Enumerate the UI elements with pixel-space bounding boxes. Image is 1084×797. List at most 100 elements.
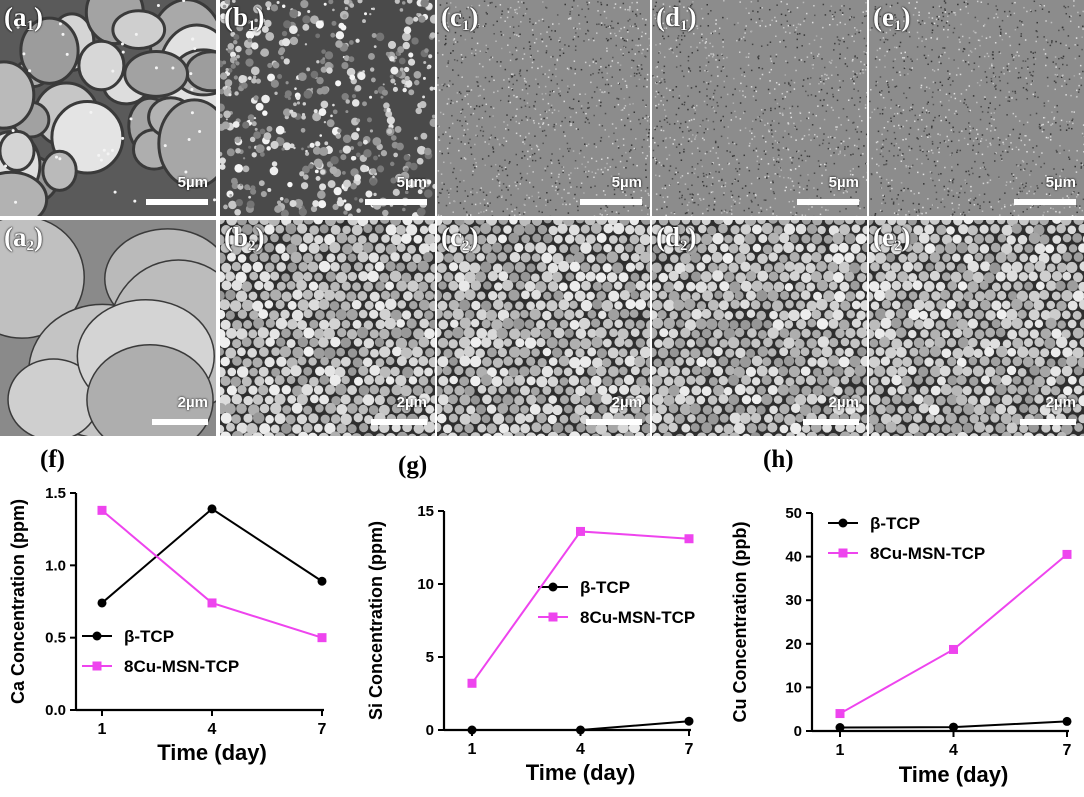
y-tick-label: 10 <box>417 576 434 593</box>
y-tick-label: 15 <box>417 503 434 520</box>
scale-bar-label: 5µm <box>1045 174 1076 191</box>
y-tick-label: 0.5 <box>45 630 66 647</box>
panel-label-a1: (a1) <box>4 2 43 34</box>
scale-bar: 5µm <box>797 174 859 210</box>
scale-bar-line <box>1020 419 1076 425</box>
y-tick-label: 10 <box>785 679 802 696</box>
sem-image-a2: (a2) 2µm <box>0 220 216 436</box>
sem-image-c2: (c2) 2µm <box>437 220 650 436</box>
scale-bar-label: 2µm <box>177 394 208 411</box>
scale-bar: 5µm <box>580 174 642 210</box>
panel-letter: a <box>13 2 27 32</box>
legend-marker <box>838 518 848 528</box>
series-line <box>101 507 323 604</box>
panel-subscript: 1 <box>248 18 256 34</box>
sem-image-e1: (e1) 5µm <box>869 0 1084 216</box>
panel-subscript: 2 <box>680 238 688 254</box>
panel-label-d1: (d1) <box>656 2 697 34</box>
scale-bar-line <box>580 199 642 205</box>
data-point <box>207 598 217 608</box>
panel-letter: c <box>450 2 462 32</box>
y-tick-label: 40 <box>785 549 802 566</box>
x-axis-label: Time (day) <box>526 760 636 785</box>
data-point <box>207 504 217 514</box>
data-point <box>949 644 958 654</box>
panel-label-g: (g) <box>398 452 428 479</box>
x-tick-label: 7 <box>318 721 327 738</box>
scale-bar-label: 2µm <box>828 394 859 411</box>
data-point <box>97 598 107 608</box>
scale-bar: 2µm <box>803 394 859 430</box>
data-point <box>317 576 327 586</box>
data-point <box>1062 716 1072 726</box>
scale-bar: 2µm <box>152 394 208 430</box>
sem-image-d2: (d2) 2µm <box>652 220 867 436</box>
legend-label: β-TCP <box>580 578 630 597</box>
sem-image-b2: (b2) 2µm <box>220 220 435 436</box>
chart-svg: 0 10 20 30 40 50 1 4 7 Time (day) Cu Concentration… <box>730 505 1072 787</box>
x-axis-label: Time (day) <box>899 762 1009 787</box>
panel-subscript: 1 <box>680 18 688 34</box>
sem-texture <box>220 220 435 436</box>
panel-label-f: (f) <box>40 446 65 473</box>
chart-si-concentration: 0 5 10 15 1 4 7 Time (day) Si Concentration (ppm… <box>360 448 722 793</box>
panel-label-e1: (e1) <box>873 2 911 34</box>
panel-letter: d <box>665 2 681 32</box>
panel-subscript: 2 <box>461 238 470 254</box>
sem-image-c1: (c1) 5µm <box>437 0 650 216</box>
sem-texture <box>0 0 216 216</box>
x-tick-label: 1 <box>468 741 477 758</box>
sem-image-a1: (a1) 5µm <box>0 0 216 216</box>
panel-label-a2: (a2) <box>4 222 43 254</box>
panel-subscript: 1 <box>461 18 470 34</box>
x-tick-label: 4 <box>208 721 217 738</box>
panel-subscript: 2 <box>893 238 902 254</box>
sem-texture <box>220 0 435 216</box>
sem-texture <box>0 220 216 436</box>
legend-label: 8Cu-MSN-TCP <box>124 657 239 676</box>
scale-bar-label: 2µm <box>1045 394 1076 411</box>
data-point <box>467 725 477 735</box>
y-tick-label: 0 <box>794 723 802 740</box>
legend-label: 8Cu-MSN-TCP <box>580 608 695 627</box>
data-point <box>684 534 694 544</box>
scale-bar-line <box>1014 199 1076 205</box>
data-point <box>1062 549 1072 559</box>
y-tick-label: 1.0 <box>45 557 66 574</box>
sem-texture <box>869 0 1084 216</box>
panel-label-b2: (b2) <box>224 222 265 254</box>
x-axis-label: Time (day) <box>157 740 267 765</box>
sem-image-e2: (e2) 2µm <box>869 220 1084 436</box>
sem-image-b1: (b1) 5µm <box>220 0 435 216</box>
scale-bar-line <box>586 419 642 425</box>
data-point <box>949 722 958 732</box>
scale-bar-label: 5µm <box>828 174 859 191</box>
scale-bar-line <box>146 199 208 205</box>
x-tick-label: 7 <box>1063 742 1072 759</box>
scale-bar-line <box>803 419 859 425</box>
panel-subscript: 2 <box>26 238 35 254</box>
scale-bar: 2µm <box>586 394 642 430</box>
sem-texture <box>652 0 867 216</box>
x-tick-label: 1 <box>98 721 107 738</box>
panel-subscript: 2 <box>248 238 256 254</box>
panel-letter: a <box>13 222 27 252</box>
scale-bar: 5µm <box>146 174 208 210</box>
scale-bar: 2µm <box>371 394 427 430</box>
chart-svg: 0 5 10 15 1 4 7 Time (day) Si Concentration (ppm… <box>366 503 695 785</box>
legend-marker <box>838 548 848 558</box>
y-tick-label: 50 <box>785 505 802 522</box>
scale-bar-label: 5µm <box>177 174 208 191</box>
legend-marker <box>92 661 102 671</box>
scale-bar-label: 2µm <box>611 394 642 411</box>
y-axis-label: Ca Concentration (ppm) <box>8 499 28 704</box>
legend-label: 8Cu-MSN-TCP <box>870 544 985 563</box>
data-point <box>576 526 585 536</box>
scale-bar-line <box>371 419 427 425</box>
chart-svg: 0.0 0.5 1.0 1.5 1 4 7 Time (day) Ca Concentratio… <box>8 485 327 765</box>
legend-marker <box>92 631 102 641</box>
sem-texture <box>869 220 1084 436</box>
x-tick-label: 4 <box>949 742 958 759</box>
panel-letter: d <box>665 222 681 252</box>
panel-subscript: 1 <box>893 18 902 34</box>
